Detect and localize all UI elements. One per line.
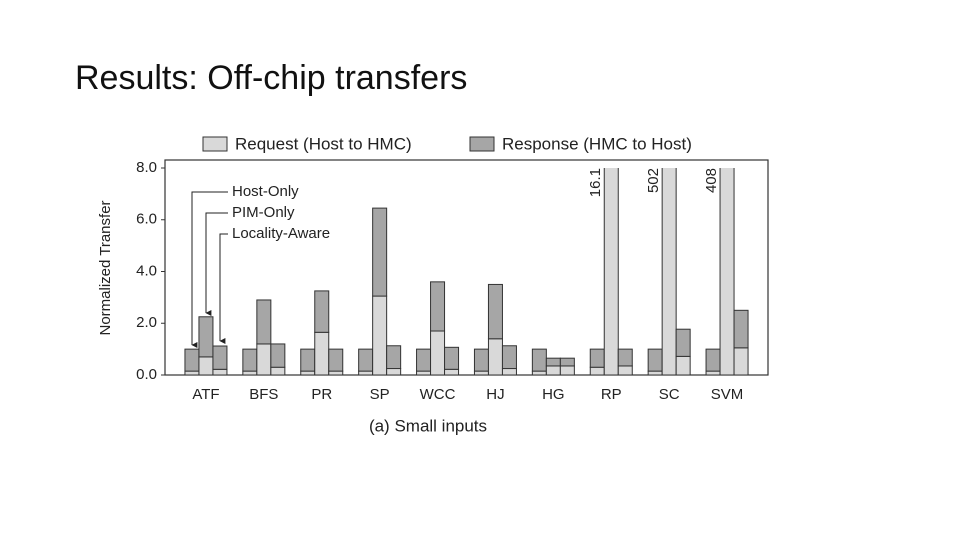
bar-segment bbox=[531, 370, 547, 375]
bar-segment bbox=[256, 299, 272, 345]
x-tick-label: SVM bbox=[711, 386, 744, 403]
bar-segment bbox=[487, 338, 503, 375]
bar-segment bbox=[675, 355, 691, 375]
arrow bbox=[191, 191, 228, 348]
bar-segment bbox=[559, 365, 575, 375]
bar-segment bbox=[501, 368, 517, 375]
bar-segment bbox=[705, 370, 721, 375]
bar-segment bbox=[501, 345, 517, 370]
bar-segment bbox=[184, 348, 200, 372]
y-tick-label: 2.0 bbox=[136, 314, 157, 331]
bar-segment bbox=[430, 330, 446, 375]
bar-segment bbox=[617, 365, 633, 375]
arrow bbox=[219, 233, 228, 344]
y-tick-label: 8.0 bbox=[136, 159, 157, 176]
bar-segment bbox=[559, 357, 575, 367]
bar-segment bbox=[531, 348, 547, 372]
bar-segment bbox=[473, 370, 489, 375]
plot-frame bbox=[164, 159, 769, 376]
legend-label: Request (Host to HMC) bbox=[235, 134, 412, 153]
bar-segment bbox=[733, 347, 749, 375]
bar-segment bbox=[372, 295, 388, 375]
legend-swatch bbox=[469, 136, 495, 152]
slide-title: Results: Off-chip transfers bbox=[75, 59, 467, 97]
bar-segment bbox=[242, 370, 258, 375]
bar-segment bbox=[719, 168, 735, 375]
x-tick-label: PR bbox=[311, 386, 332, 403]
bar-segment bbox=[589, 348, 605, 368]
annotation: 16.1 bbox=[587, 168, 604, 197]
arrow bbox=[205, 212, 228, 316]
x-tick-label: HG bbox=[542, 386, 565, 403]
bar-segment bbox=[242, 348, 258, 372]
bar-segment bbox=[386, 368, 402, 375]
bar-segment bbox=[473, 348, 489, 372]
bar-segment bbox=[212, 368, 228, 375]
bar-segment bbox=[416, 348, 432, 372]
bar-segment bbox=[733, 309, 749, 349]
bar-segment bbox=[314, 290, 330, 333]
annotation: 408 bbox=[703, 168, 720, 193]
legend-swatch bbox=[202, 136, 228, 152]
bar-segment bbox=[300, 348, 316, 372]
bar-segment bbox=[603, 168, 619, 375]
bar-segment bbox=[328, 348, 344, 372]
bar-segment bbox=[545, 365, 561, 375]
bar-segment bbox=[589, 366, 605, 375]
bar-segment bbox=[198, 356, 214, 375]
bars bbox=[184, 168, 749, 375]
bar-segment bbox=[372, 207, 388, 297]
group-label: Host-Only bbox=[232, 183, 299, 200]
bar-segment bbox=[270, 343, 286, 368]
bar-segment bbox=[647, 348, 663, 372]
y-tick-label: 0.0 bbox=[136, 366, 157, 383]
bar-segment bbox=[444, 368, 460, 375]
bar-segment bbox=[617, 348, 633, 367]
bar-segment bbox=[487, 283, 503, 340]
bar-segment bbox=[314, 331, 330, 375]
bar-segment bbox=[444, 346, 460, 370]
x-tick-label: WCC bbox=[420, 386, 456, 403]
bar-segment bbox=[647, 370, 663, 375]
group-label: Locality-Aware bbox=[232, 225, 330, 242]
x-tick-label: SC bbox=[659, 386, 680, 403]
bar-segment bbox=[256, 343, 272, 375]
x-tick-label: BFS bbox=[249, 386, 278, 403]
y-tick-label: 4.0 bbox=[136, 262, 157, 279]
bar-segment bbox=[675, 328, 691, 357]
bar-segment bbox=[386, 345, 402, 370]
bar-segment bbox=[358, 348, 374, 372]
x-tick-label: HJ bbox=[486, 386, 504, 403]
bar-segment bbox=[705, 348, 721, 372]
group-label: PIM-Only bbox=[232, 204, 295, 221]
bar-segment bbox=[184, 370, 200, 375]
bar-segment bbox=[358, 370, 374, 375]
bar-segment bbox=[198, 316, 214, 358]
bar-segment bbox=[545, 357, 561, 367]
annotation: 502 bbox=[645, 168, 662, 193]
x-tick-label: ATF bbox=[192, 386, 219, 403]
legend-label: Response (HMC to Host) bbox=[502, 134, 692, 153]
y-axis-title: Normalized Transfer bbox=[97, 200, 114, 335]
x-tick-label: RP bbox=[601, 386, 622, 403]
bar-segment bbox=[270, 366, 286, 375]
bar-segment bbox=[416, 370, 432, 375]
bar-segment bbox=[300, 370, 316, 375]
bar-segment bbox=[661, 168, 677, 375]
bar-segment bbox=[212, 345, 228, 370]
bar-segment bbox=[328, 370, 344, 375]
bar-segment bbox=[430, 281, 446, 332]
y-tick-label: 6.0 bbox=[136, 211, 157, 228]
x-axis-title: (a) Small inputs bbox=[369, 416, 487, 435]
x-tick-label: SP bbox=[370, 386, 390, 403]
